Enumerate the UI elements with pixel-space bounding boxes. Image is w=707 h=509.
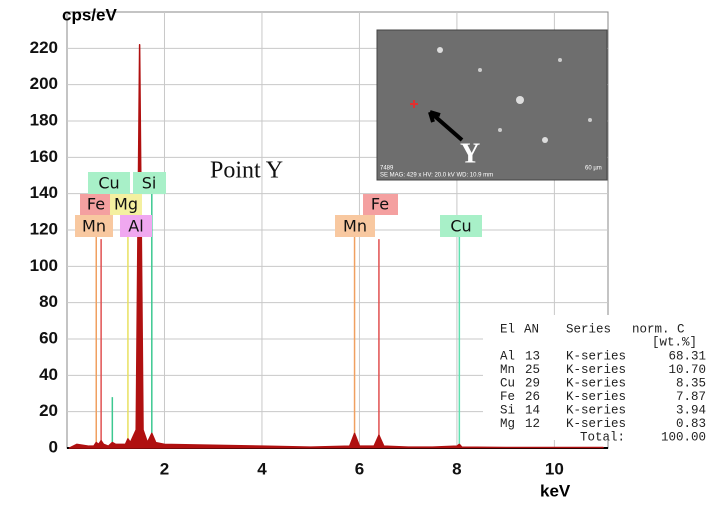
inset-id: 7489 <box>380 166 394 172</box>
table-total-label: Total: <box>580 430 625 444</box>
table-cell: 29 <box>525 376 540 390</box>
table-cell: K-series <box>566 349 626 363</box>
inset-scale: 60 µm <box>585 166 602 172</box>
y-tick-label: 140 <box>30 183 58 202</box>
table-cell: 7.87 <box>676 390 706 404</box>
particle <box>558 58 562 62</box>
annotation: Point Y <box>210 158 283 184</box>
table-cell: Fe <box>500 390 515 404</box>
element-label: Cu <box>98 174 119 193</box>
y-axis-label: cps/eV <box>62 5 117 24</box>
element-label: Fe <box>371 195 389 214</box>
table-header: norm. C <box>632 322 685 336</box>
y-tick-label: 180 <box>30 110 58 129</box>
table-cell: 3.94 <box>676 403 706 417</box>
particle <box>516 96 524 104</box>
table-cell: K-series <box>566 417 626 431</box>
particle <box>542 137 548 143</box>
table-cell: 26 <box>525 390 540 404</box>
element-label: Fe <box>87 195 105 214</box>
chart: 0 20 40 60 80 100 120 140 160 180 200 220 2 4 6 8 10 cps… <box>0 0 707 504</box>
element-label: Mg <box>114 195 138 214</box>
x-tick-label: 10 <box>545 459 564 478</box>
particle <box>478 68 482 72</box>
table-cell: 68.31 <box>668 349 706 363</box>
element-label: Mn <box>82 217 106 236</box>
table-cell: Al <box>500 349 515 363</box>
y-tick-label: 60 <box>39 328 58 347</box>
y-tick-label: 220 <box>30 38 58 57</box>
table-cell: 10.70 <box>668 363 706 377</box>
y-tick-label: 160 <box>30 147 58 166</box>
element-label: Al <box>128 217 143 236</box>
y-tick-label: 100 <box>30 256 58 275</box>
table-cell: Mn <box>500 363 515 377</box>
inset-label: Y <box>460 138 480 169</box>
x-tick-label: 4 <box>257 459 267 478</box>
table-cell: 8.35 <box>676 376 706 390</box>
table-cell: 13 <box>525 349 540 363</box>
x-axis-label: keV <box>540 481 571 500</box>
table-total: 100.00 <box>661 430 706 444</box>
element-label: Mn <box>343 217 367 236</box>
element-label: Si <box>142 174 157 193</box>
table-cell: K-series <box>566 363 626 377</box>
table-cell: 0.83 <box>676 417 706 431</box>
table-cell: Si <box>500 403 515 417</box>
y-tick-label: 20 <box>39 401 58 420</box>
table-header: Series <box>566 322 611 336</box>
table-cell: K-series <box>566 376 626 390</box>
table-cell: 14 <box>525 403 540 417</box>
x-tick-label: 6 <box>355 459 364 478</box>
table-header: El <box>500 322 515 336</box>
x-tick-label: 8 <box>452 459 461 478</box>
y-tick-label: 80 <box>39 292 58 311</box>
element-label: Cu <box>450 217 471 236</box>
y-tick-label: 40 <box>39 365 58 384</box>
y-tick-label: 0 <box>49 437 58 456</box>
particle <box>588 118 592 122</box>
table-unit: [wt.%] <box>652 335 697 349</box>
table-cell: 25 <box>525 363 540 377</box>
inset-caption: SE MAG: 429 x HV: 20.0 kV WD: 10.9 mm <box>380 173 493 179</box>
table-cell: K-series <box>566 403 626 417</box>
sem-inset: Y 7489 SE MAG: 429 x HV: 20.0 kV WD: 10.… <box>377 30 607 180</box>
table-cell: Cu <box>500 376 515 390</box>
y-tick-label: 120 <box>30 219 58 238</box>
particle <box>498 128 502 132</box>
table-header: AN <box>524 322 539 336</box>
table-cell: K-series <box>566 390 626 404</box>
quant-table: El AN Series norm. C[wt.%] Al 13 K-series 68.31… <box>483 315 707 444</box>
particle <box>437 47 443 53</box>
x-tick-label: 2 <box>160 459 169 478</box>
table-cell: Mg <box>500 417 515 431</box>
table-cell: 12 <box>525 417 540 431</box>
y-tick-label: 200 <box>30 74 58 93</box>
